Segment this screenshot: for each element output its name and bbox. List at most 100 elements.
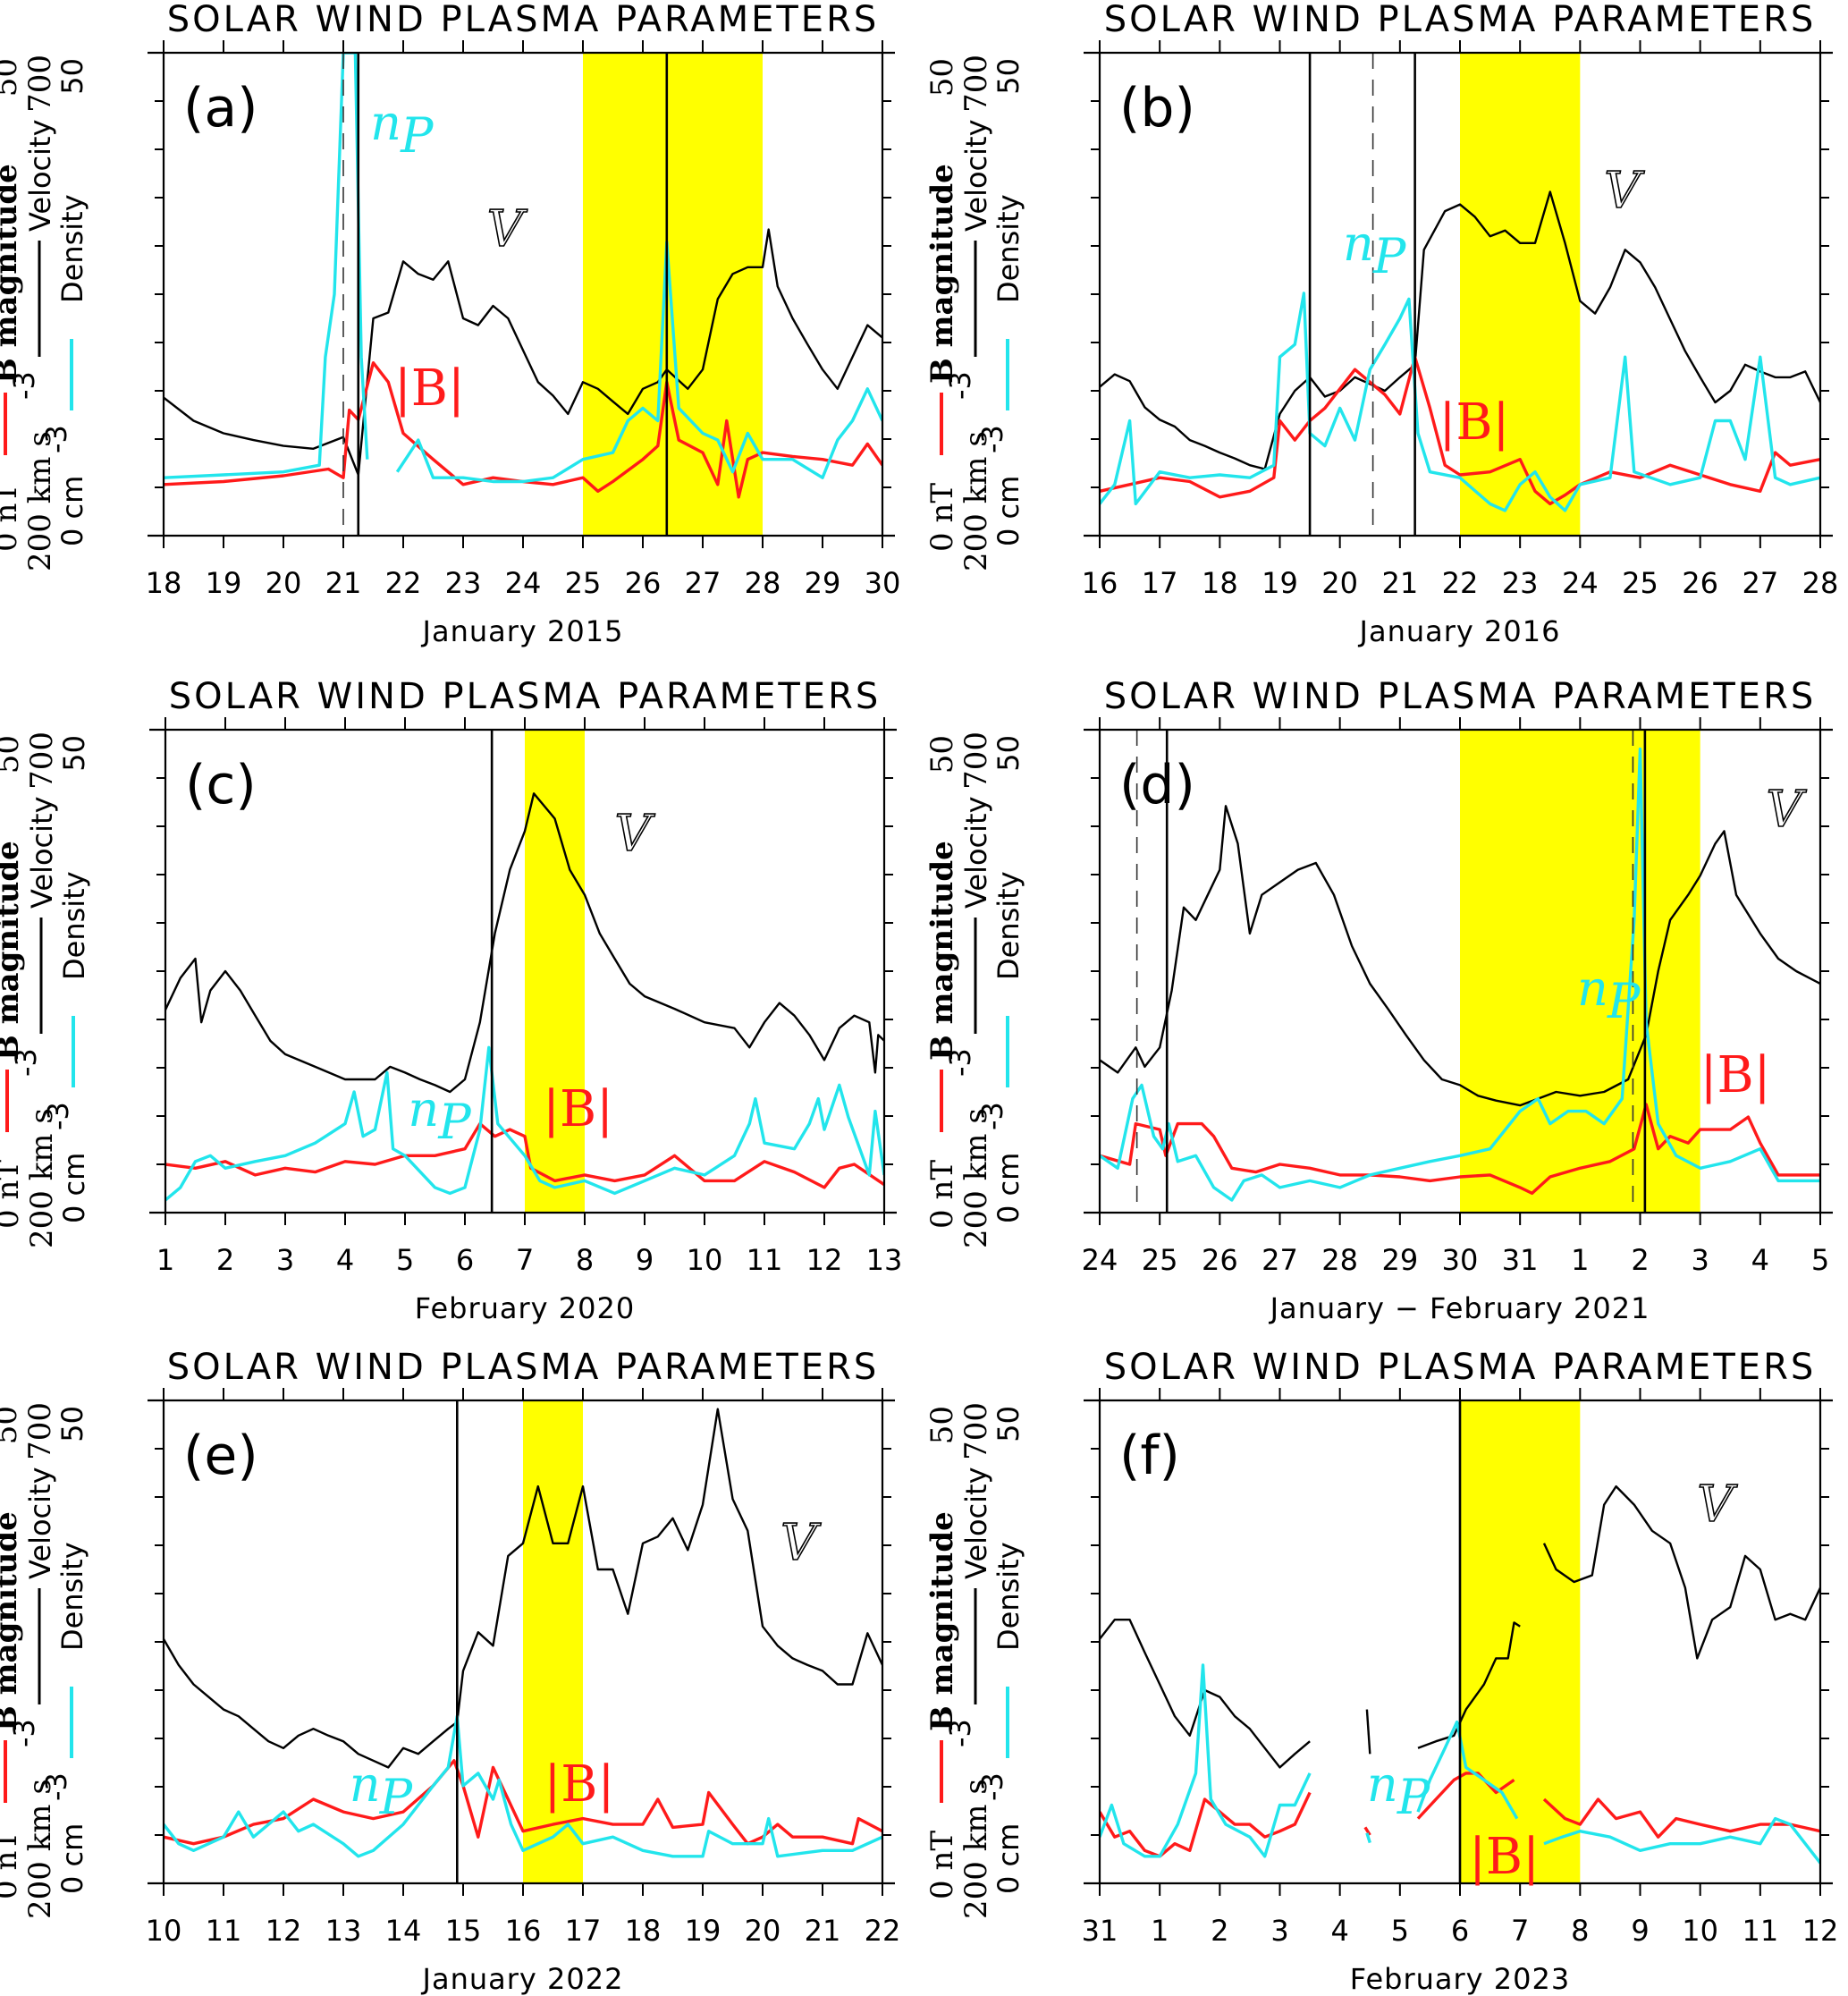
x-tick-label: 21 bbox=[325, 566, 362, 600]
x-tick-label: 16 bbox=[1082, 566, 1118, 600]
x-tick-label: 18 bbox=[1202, 566, 1238, 600]
x-tick-label: 30 bbox=[865, 566, 901, 600]
x-tick-label: 21 bbox=[1381, 566, 1418, 600]
x-tick-label: 14 bbox=[385, 1914, 422, 1948]
y-label-b-magnitude: B magnitude bbox=[0, 1511, 24, 1731]
annotation-np: n bbox=[1343, 216, 1374, 272]
y-label-v-exponent: -3 bbox=[943, 1719, 977, 1747]
x-axis-label: January − February 2021 bbox=[1269, 1291, 1650, 1325]
x-tick-label: 4 bbox=[336, 1243, 354, 1277]
y-label-density: Density bbox=[55, 194, 89, 303]
annotation-v: V bbox=[781, 1514, 822, 1572]
y-label-n-exponent: -3 bbox=[975, 1772, 1009, 1801]
series-b-magnitude-line bbox=[1100, 1791, 1312, 1858]
x-tick-label: 26 bbox=[625, 566, 662, 600]
panel-label: (d) bbox=[1119, 754, 1195, 816]
series-b-magnitude-line bbox=[1363, 1826, 1371, 1836]
panel-label: (e) bbox=[183, 1425, 258, 1487]
x-tick-label: 15 bbox=[445, 1914, 482, 1948]
y-label-velocity: Velocity bbox=[959, 119, 993, 232]
y-label-v-range-low: 200 km s bbox=[958, 431, 994, 571]
x-tick-label: 27 bbox=[685, 566, 721, 600]
annotation-v: V bbox=[615, 805, 656, 863]
y-label-v-exponent: -3 bbox=[943, 1048, 977, 1077]
y-label-b-range-high: 50 bbox=[924, 735, 960, 774]
y-label-b-range-high: 50 bbox=[0, 1406, 24, 1444]
x-tick-label: 31 bbox=[1502, 1243, 1539, 1277]
y-label-v-range-low: 200 km s bbox=[958, 1108, 994, 1248]
x-tick-label: 23 bbox=[1502, 566, 1539, 600]
x-tick-label: 3 bbox=[276, 1243, 294, 1277]
x-tick-label: 8 bbox=[576, 1243, 594, 1277]
y-label-v-range-high: 700 bbox=[22, 55, 58, 113]
x-axis-label: January 2016 bbox=[1358, 614, 1561, 648]
x-tick-label: 12 bbox=[806, 1243, 843, 1277]
x-tick-label: 13 bbox=[866, 1243, 903, 1277]
y-label-b-range-high: 50 bbox=[0, 735, 26, 774]
panel-a: 18 19 20 21 22 23 24 25 26 27 28 29 30 SOLAR WIND PLA… bbox=[0, 0, 900, 648]
x-tick-label: 28 bbox=[1321, 1243, 1358, 1277]
annotation-b-magnitude: |B| bbox=[1469, 1828, 1540, 1886]
annotation-np: n bbox=[408, 1081, 439, 1138]
x-tick-label: 23 bbox=[445, 566, 482, 600]
series-density-line bbox=[1543, 1816, 1820, 1865]
y-label-v-exponent: -3 bbox=[7, 371, 41, 400]
panel-label: (b) bbox=[1119, 77, 1195, 140]
series-b-magnitude-line bbox=[1542, 1797, 1820, 1839]
y-label-b-range-high: 50 bbox=[0, 58, 24, 97]
x-tick-label: 9 bbox=[1631, 1914, 1649, 1948]
panel-b: 16 17 18 19 20 21 22 23 24 25 26 27 28 SOLAR WIND PLA… bbox=[924, 0, 1838, 648]
series-b-magnitude-line bbox=[1100, 355, 1820, 506]
x-tick-label: 20 bbox=[266, 566, 302, 600]
series-density-line bbox=[165, 1045, 884, 1202]
y-label-n-range-low: 0 cm bbox=[55, 476, 89, 546]
x-tick-label: 7 bbox=[1511, 1914, 1529, 1948]
x-tick-label: 31 bbox=[1082, 1914, 1118, 1948]
y-label-b-magnitude: B magnitude bbox=[0, 164, 24, 384]
y-label-v-range-high: 700 bbox=[24, 732, 60, 790]
x-tick-label: 19 bbox=[206, 566, 242, 600]
annotation-np: n bbox=[370, 95, 401, 151]
y-label-velocity: Velocity bbox=[23, 1467, 57, 1579]
y-label-v-exponent: -3 bbox=[9, 1048, 43, 1077]
panel-label: (c) bbox=[185, 754, 257, 816]
series-velocity-line bbox=[1100, 805, 1820, 1107]
y-label-n-range-high: 50 bbox=[57, 735, 91, 772]
x-tick-label: 18 bbox=[625, 1914, 662, 1948]
y-label-n-range-low: 0 cm bbox=[992, 476, 1025, 546]
y-label-n-exponent: -3 bbox=[39, 425, 73, 453]
x-tick-label: 27 bbox=[1742, 566, 1778, 600]
chart-title: SOLAR WIND PLASMA PARAMETERS bbox=[167, 1347, 880, 1388]
x-tick-label: 2 bbox=[216, 1243, 234, 1277]
y-label-v-range-high: 700 bbox=[22, 1402, 58, 1460]
shaded-interval bbox=[1460, 1400, 1581, 1883]
x-tick-label: 13 bbox=[325, 1914, 362, 1948]
annotation-np-subscript: P bbox=[400, 107, 435, 164]
series-b-magnitude-line bbox=[1100, 1103, 1820, 1196]
x-tick-label: 22 bbox=[1442, 566, 1479, 600]
series-density-line bbox=[164, 1714, 882, 1858]
y-label-n-range-high: 50 bbox=[992, 1406, 1025, 1442]
annotation-np: n bbox=[350, 1756, 381, 1813]
series-velocity-line bbox=[1365, 1709, 1371, 1755]
x-tick-label: 5 bbox=[396, 1243, 414, 1277]
x-tick-label: 17 bbox=[1142, 566, 1178, 600]
series-density-line bbox=[1100, 747, 1820, 1202]
x-axis-label: January 2022 bbox=[421, 1962, 624, 1996]
x-tick-label: 28 bbox=[745, 566, 781, 600]
y-label-n-range-low: 0 cm bbox=[992, 1153, 1025, 1223]
shaded-interval bbox=[1460, 53, 1581, 536]
x-tick-label: 5 bbox=[1811, 1243, 1829, 1277]
x-tick-label: 26 bbox=[1682, 566, 1718, 600]
annotation-v: V bbox=[487, 200, 528, 258]
panel-label: (f) bbox=[1119, 1425, 1180, 1487]
annotation-np-subscript: P bbox=[437, 1094, 472, 1150]
x-tick-label: 3 bbox=[1691, 1243, 1709, 1277]
annotation-np-subscript: P bbox=[1397, 1769, 1431, 1825]
y-label-n-exponent: -3 bbox=[39, 1772, 73, 1801]
